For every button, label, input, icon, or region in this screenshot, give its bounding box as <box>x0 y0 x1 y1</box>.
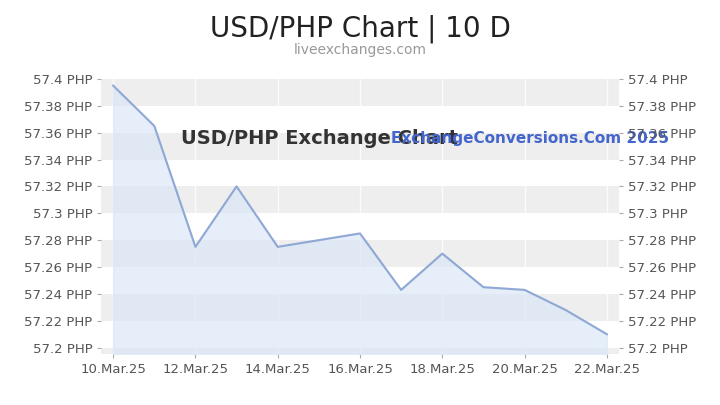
Text: liveexchanges.com: liveexchanges.com <box>294 43 426 57</box>
Text: USD/PHP Chart | 10 D: USD/PHP Chart | 10 D <box>210 14 510 43</box>
Text: ExchangeConversions.Com 2025: ExchangeConversions.Com 2025 <box>391 131 669 146</box>
Bar <box>101 106 619 132</box>
Text: USD/PHP Exchange Chart: USD/PHP Exchange Chart <box>181 129 458 148</box>
Bar <box>101 267 619 294</box>
Bar <box>101 52 619 79</box>
Bar <box>101 160 619 186</box>
Bar <box>101 213 619 240</box>
Bar <box>101 321 619 347</box>
